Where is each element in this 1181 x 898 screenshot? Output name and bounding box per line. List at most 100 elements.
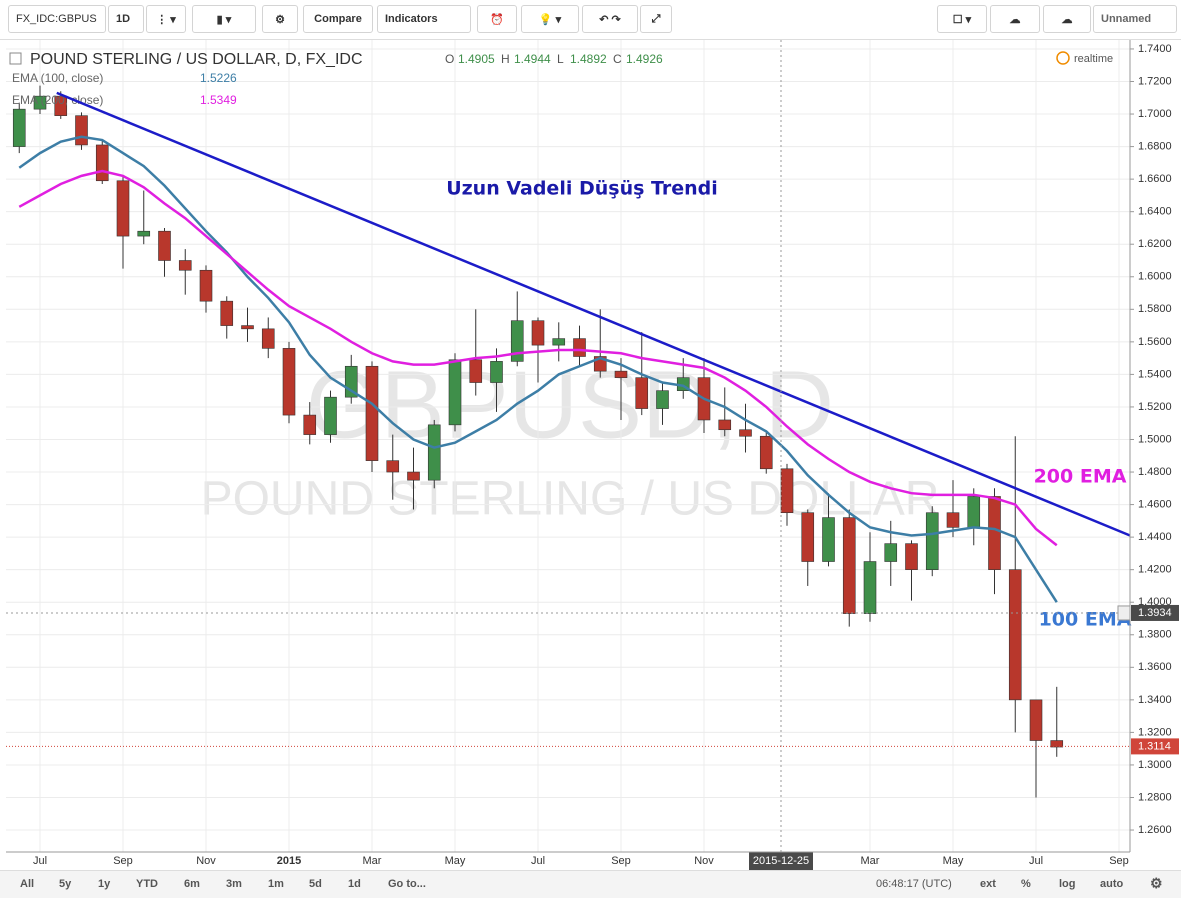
collapse-icon[interactable]	[9, 52, 22, 65]
candle-body	[282, 348, 296, 416]
candle-body	[33, 95, 47, 110]
layout-name[interactable]: Unnamed	[1093, 5, 1177, 33]
candle-body	[12, 108, 26, 147]
bottom-bar: All 5y 1y YTD 6m 3m 1m 5d 1d Go to... 06:48:17 (UT…	[0, 870, 1181, 898]
candle-body	[365, 365, 379, 461]
watermark-desc: POUND STERLING / US DOLLAR	[201, 473, 940, 526]
range-button[interactable]: YTD	[136, 878, 158, 890]
ohlc-value: 1.4926	[626, 52, 663, 66]
toolbar: FX_IDC:GBPUS 1D ⋮ ▾ ▮ ▾ ⚙ Compare Indica…	[0, 0, 1181, 40]
candle-body	[1008, 569, 1022, 701]
option-button[interactable]: %	[1021, 878, 1031, 890]
warning-icon[interactable]	[1056, 51, 1070, 65]
y-tick-label: 1.5600	[1138, 336, 1172, 348]
x-tick-label: May	[943, 855, 964, 867]
range-button[interactable]: 1y	[98, 878, 111, 890]
y-tick-label: 1.6800	[1138, 140, 1172, 152]
y-tick-label: 1.3400	[1138, 694, 1172, 706]
status: realtime	[1074, 53, 1113, 65]
last-price: 1.3114	[1138, 740, 1171, 752]
indicators[interactable]: Indicators	[377, 5, 471, 33]
settings[interactable]: ⚙	[262, 5, 298, 33]
range-button[interactable]: 1d	[348, 878, 361, 890]
candle-body	[822, 517, 835, 562]
y-tick-label: 1.7000	[1138, 108, 1172, 120]
candle-body	[220, 300, 234, 326]
y-tick-label: 1.7200	[1138, 75, 1172, 87]
option-button[interactable]: log	[1059, 878, 1076, 890]
candle-body	[178, 260, 192, 271]
cloud-save[interactable]: ☁	[1043, 5, 1091, 33]
y-tick-label: 1.6000	[1138, 271, 1172, 283]
option-button[interactable]: auto	[1100, 878, 1124, 890]
range-button[interactable]: 3m	[226, 878, 242, 890]
plot-area	[6, 40, 1130, 852]
y-tick-label: 1.3800	[1138, 629, 1172, 641]
goto-button[interactable]: Go to...	[388, 878, 426, 890]
y-tick-label: 1.5200	[1138, 401, 1172, 413]
candle-body	[531, 320, 545, 346]
y-tick-label: 1.6200	[1138, 238, 1172, 250]
x-tick-label: Jul	[531, 855, 545, 867]
candle-body	[1050, 740, 1064, 748]
candle-body	[905, 543, 918, 570]
y-tick-label: 1.5000	[1138, 433, 1172, 445]
symbol-box[interactable]: FX_IDC:GBPUS	[8, 5, 106, 33]
candle-body	[967, 496, 981, 528]
chart-style[interactable]: ▮ ▾	[192, 5, 256, 33]
candle-body	[116, 180, 130, 237]
alert[interactable]: ⏰	[477, 5, 517, 33]
candle-body	[925, 512, 939, 570]
range-button[interactable]: All	[20, 878, 35, 890]
range-button[interactable]: 5y	[59, 878, 72, 890]
candle-body	[469, 359, 483, 383]
clock: 06:48:17 (UTC)	[876, 878, 952, 890]
y-tick-label: 1.4400	[1138, 531, 1172, 543]
x-tick-label: Mar	[363, 855, 382, 867]
y-tick-label: 1.7400	[1138, 43, 1172, 55]
annotation: 200 EMA	[1034, 466, 1127, 488]
interval[interactable]: 1D	[108, 5, 144, 33]
candle-body	[656, 390, 669, 409]
x-tick-label: May	[445, 855, 466, 867]
crosshair-date: 2015-12-25	[753, 855, 809, 867]
candle-body	[54, 95, 68, 116]
y-tick-label: 1.4800	[1138, 466, 1172, 478]
candle-body	[988, 496, 1001, 570]
candle-body	[75, 115, 88, 146]
range-button[interactable]: 5d	[309, 878, 322, 890]
trendline	[56, 91, 1131, 537]
undo-redo[interactable]: ↶ ↷	[582, 5, 638, 33]
candle-body	[490, 361, 503, 383]
y-tick-label: 1.4600	[1138, 498, 1172, 510]
x-tick-label: Jul	[1029, 855, 1043, 867]
more[interactable]: ⋮ ▾	[146, 5, 186, 33]
candle-body	[386, 460, 400, 473]
ideas[interactable]: 💡 ▾	[521, 5, 579, 33]
y-tick-label: 1.5800	[1138, 303, 1172, 315]
ohlc-value: 1.4944	[514, 52, 551, 66]
watermark-symbol: GBPUSD, D	[306, 351, 834, 458]
candle-body	[158, 230, 171, 261]
range-button[interactable]: 6m	[184, 878, 200, 890]
range-button[interactable]: 1m	[268, 878, 284, 890]
compare[interactable]: Compare	[303, 5, 373, 33]
candle-body	[946, 512, 960, 528]
cloud-load[interactable]: ☁	[990, 5, 1040, 33]
ohlc-label: O	[445, 52, 454, 66]
fullscreen[interactable]: ⤢	[640, 5, 672, 33]
option-button[interactable]: ext	[980, 878, 996, 890]
crosshair-date-box	[749, 852, 813, 870]
candle-body	[718, 419, 732, 431]
candle-body	[884, 543, 898, 562]
y-tick-label: 1.2800	[1138, 791, 1172, 803]
candle-body	[552, 338, 566, 346]
ema-legend-name: EMA (100, close)	[12, 71, 103, 85]
layout-square[interactable]: ☐ ▾	[937, 5, 987, 33]
annotation: Uzun Vadeli Düşüş Trendi	[446, 178, 718, 200]
settings-gear[interactable]: ⚙	[1150, 875, 1163, 891]
candle-body	[199, 269, 213, 302]
y-tick-label: 1.6600	[1138, 173, 1172, 185]
crosshair-price: 1.3934	[1138, 607, 1172, 619]
